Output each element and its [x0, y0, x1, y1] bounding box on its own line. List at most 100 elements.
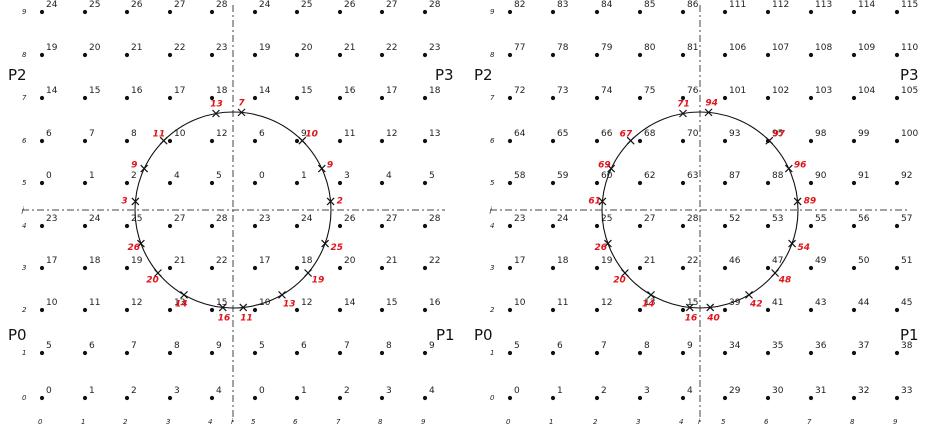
grid-point-label: 5 [514, 341, 520, 351]
grid-point-label: 15 [386, 298, 397, 308]
grid-point-label: 91 [858, 171, 869, 181]
grid-point [594, 223, 600, 229]
grid-point [550, 223, 556, 229]
grid-point-label: 9 [429, 341, 435, 351]
grid-point [637, 395, 643, 401]
grid-point-label: 8 [386, 341, 392, 351]
grid-point-label: 22 [687, 256, 698, 266]
grid-point [124, 138, 130, 144]
crossing-mark [704, 108, 713, 117]
grid-point [294, 180, 300, 186]
grid-point-label: 65 [557, 129, 568, 139]
grid-point [124, 9, 130, 15]
crossing-label: 89 [804, 197, 817, 207]
y-tick-label: 7 [490, 94, 495, 102]
grid-point-label: 62 [644, 171, 655, 181]
intersection-circle [134, 111, 332, 309]
grid-point-label: 30 [772, 386, 784, 396]
grid-point-label: 7 [344, 341, 350, 351]
grid-point-label: 14 [344, 298, 356, 308]
x-tick-label: 1 [549, 418, 553, 426]
grid-point-label: 20 [301, 43, 313, 53]
y-tick-label: 2 [22, 306, 27, 314]
grid-point [680, 180, 686, 186]
grid-point [637, 138, 643, 144]
grid-point [379, 350, 385, 356]
grid-point [594, 138, 600, 144]
grid-point-label: 6 [89, 341, 95, 351]
grid-point-label: 107 [772, 43, 789, 53]
grid-point-label: 9 [216, 341, 222, 351]
grid-point-label: 35 [772, 341, 783, 351]
grid-point-label: 19 [131, 256, 143, 266]
grid-point [637, 350, 643, 356]
grid-point [252, 307, 258, 313]
crossing-label: 3 [121, 197, 127, 207]
grid-point [209, 9, 215, 15]
grid-point [337, 395, 343, 401]
grid-point [722, 180, 728, 186]
corner-label-p1: P1 [900, 326, 919, 344]
crossing-mark [626, 136, 635, 145]
grid-point-label: 26 [344, 214, 356, 224]
grid-point-label: 11 [557, 298, 568, 308]
grid-point [209, 95, 215, 101]
x-tick-label: 4 [208, 418, 212, 426]
grid-point-label: 41 [772, 298, 783, 308]
grid-point-label: 21 [174, 256, 185, 266]
grid-point [294, 350, 300, 356]
grid-point-label: 31 [815, 386, 826, 396]
grid-point [252, 95, 258, 101]
grid-point-label: 5 [259, 341, 265, 351]
crossing-label: 69 [598, 160, 611, 170]
grid-point [765, 350, 771, 356]
crossing-label: 13 [210, 100, 223, 110]
grid-point [252, 265, 258, 271]
crossing-mark [298, 136, 307, 145]
corner-label-p0: P0 [8, 326, 27, 344]
grid-point-label: 102 [772, 86, 789, 96]
crossing-mark [621, 269, 629, 277]
grid-point [851, 307, 857, 313]
y-tick-label: 7 [22, 94, 27, 102]
grid-point-label: 49 [815, 256, 827, 266]
grid-point-label: 82 [514, 0, 525, 10]
y-tick-label: 4 [490, 222, 494, 230]
grid-point-label: 24 [259, 0, 271, 10]
grid-point-label: 90 [815, 171, 827, 181]
grid-point [894, 52, 900, 58]
grid-point-label: 20 [344, 256, 356, 266]
crossing-mark [793, 197, 802, 206]
grid-point-label: 2 [344, 386, 350, 396]
grid-point [167, 395, 173, 401]
grid-point-label: 0 [514, 386, 520, 396]
grid-point-label: 34 [729, 341, 741, 351]
grid-point-label: 19 [259, 43, 271, 53]
crossing-label: 14 [175, 300, 188, 310]
crossing-mark [685, 303, 694, 312]
grid-point [167, 307, 173, 313]
grid-point [82, 52, 88, 58]
grid-point [637, 307, 643, 313]
grid-point [422, 223, 428, 229]
grid-point [851, 95, 857, 101]
grid-point [765, 223, 771, 229]
grid-point-label: 87 [729, 171, 740, 181]
grid-point [337, 95, 343, 101]
grid-point-label: 66 [601, 129, 613, 139]
grid-point [167, 95, 173, 101]
crossing-label: 96 [794, 160, 807, 170]
grid-point-label: 55 [815, 214, 826, 224]
grid-point-label: 25 [89, 0, 100, 10]
grid-point-label: 33 [901, 386, 912, 396]
panel-0: 0 1 2 3 4 0 1 2 3 45 6 7 8 9 5 6 7 8 910 11 12 13 15 10 12 14 15 16… [8, 0, 455, 426]
grid-point-label: 109 [858, 43, 875, 53]
x-tick-label: i [698, 418, 700, 426]
grid-point-label: 25 [131, 214, 142, 224]
crossing-mark [745, 290, 753, 299]
y-tick-label: 1 [490, 349, 494, 357]
grid-point [39, 180, 45, 186]
grid-point [209, 265, 215, 271]
grid-point [507, 350, 513, 356]
